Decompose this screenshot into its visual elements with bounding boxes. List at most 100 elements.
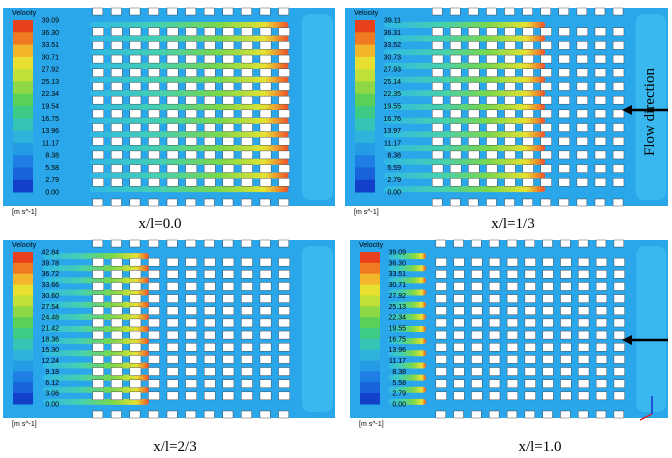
fin bbox=[471, 391, 483, 401]
fin bbox=[558, 95, 570, 105]
fin bbox=[578, 318, 590, 328]
colorbar-label: 36.31 bbox=[383, 30, 401, 37]
colorbar-label: 16.75 bbox=[41, 116, 59, 123]
fin-top bbox=[222, 7, 234, 16]
fin-bottom bbox=[111, 410, 122, 419]
fin bbox=[453, 379, 465, 388]
fin bbox=[613, 318, 625, 328]
jet bbox=[388, 326, 427, 332]
fin bbox=[241, 150, 253, 160]
fin bbox=[524, 343, 536, 352]
inlet-region bbox=[636, 246, 666, 412]
fin bbox=[92, 306, 104, 315]
colorbar-band bbox=[355, 20, 375, 33]
fin bbox=[613, 294, 625, 303]
fin bbox=[185, 343, 197, 352]
fin-top bbox=[542, 239, 553, 248]
fin bbox=[148, 123, 160, 132]
colorbar-band bbox=[355, 56, 375, 70]
jet bbox=[383, 131, 546, 138]
fin bbox=[486, 178, 498, 187]
fin bbox=[241, 137, 253, 146]
fin bbox=[148, 54, 160, 64]
fin-bottom bbox=[129, 198, 141, 207]
fin bbox=[92, 164, 104, 173]
inlet-region bbox=[301, 14, 333, 200]
fin bbox=[489, 257, 501, 267]
fin bbox=[111, 95, 123, 105]
fin-bottom bbox=[241, 410, 252, 419]
fin-top bbox=[576, 7, 588, 16]
fin bbox=[241, 257, 253, 267]
colorbar-band bbox=[13, 142, 33, 156]
fin-top bbox=[435, 239, 446, 248]
fin bbox=[203, 150, 216, 160]
fin bbox=[241, 178, 253, 187]
fin bbox=[111, 318, 123, 328]
fin-bottom bbox=[560, 410, 571, 419]
fin bbox=[259, 343, 272, 352]
colorbar-label: 5.58 bbox=[392, 380, 406, 387]
fin bbox=[203, 257, 216, 267]
fin bbox=[92, 270, 104, 279]
colorbar-label: 39.11 bbox=[384, 18, 401, 25]
colorbar-band bbox=[355, 32, 375, 46]
fin bbox=[578, 306, 590, 315]
fin bbox=[203, 270, 216, 279]
fin bbox=[506, 318, 518, 328]
fin bbox=[278, 123, 290, 132]
colorbar-band bbox=[355, 155, 375, 168]
fin bbox=[278, 318, 290, 328]
fin-top bbox=[203, 239, 215, 248]
jet bbox=[89, 104, 289, 110]
fin-bottom bbox=[576, 198, 588, 207]
fin bbox=[613, 257, 625, 267]
fin bbox=[576, 150, 588, 160]
fin bbox=[185, 306, 197, 315]
fin bbox=[578, 270, 590, 279]
fin bbox=[542, 294, 554, 303]
fin bbox=[278, 379, 290, 388]
colorbar-label: 15.30 bbox=[41, 347, 59, 354]
fin-bottom bbox=[450, 198, 461, 207]
fin bbox=[450, 150, 462, 160]
legend-title: Velocity bbox=[359, 242, 384, 249]
fin bbox=[278, 41, 290, 50]
fin bbox=[453, 355, 465, 364]
fin bbox=[542, 257, 554, 267]
fin bbox=[489, 318, 501, 328]
fin bbox=[92, 282, 104, 291]
fin bbox=[576, 109, 588, 119]
fin bbox=[111, 54, 123, 64]
fin bbox=[259, 150, 272, 160]
colorbar-band bbox=[355, 142, 375, 156]
fin bbox=[578, 282, 590, 291]
fin bbox=[486, 82, 498, 91]
colorbar-label: 2.79 bbox=[45, 177, 59, 184]
colorbar-band bbox=[13, 130, 33, 144]
fin-top bbox=[111, 239, 122, 248]
fin bbox=[595, 306, 608, 315]
fin bbox=[468, 150, 480, 160]
fin bbox=[504, 54, 516, 64]
colorbar-band bbox=[355, 69, 375, 82]
fin bbox=[576, 54, 588, 64]
colorbar-label: 13.97 bbox=[383, 128, 401, 135]
fin bbox=[486, 95, 498, 105]
fin bbox=[111, 367, 123, 376]
fin bbox=[613, 270, 625, 279]
fin bbox=[92, 343, 104, 352]
jet bbox=[89, 145, 289, 152]
fin-top bbox=[203, 7, 215, 16]
fin bbox=[92, 330, 104, 340]
colorbar-label: 8.38 bbox=[392, 369, 406, 376]
fin bbox=[148, 306, 160, 315]
fin bbox=[203, 318, 216, 328]
fin bbox=[450, 164, 462, 173]
colorbar-label: 2.79 bbox=[387, 177, 401, 184]
fin bbox=[278, 54, 290, 64]
fin bbox=[203, 27, 216, 36]
jet bbox=[388, 277, 427, 284]
unit-label: [m s^-1] bbox=[354, 209, 379, 216]
jet bbox=[42, 338, 150, 345]
